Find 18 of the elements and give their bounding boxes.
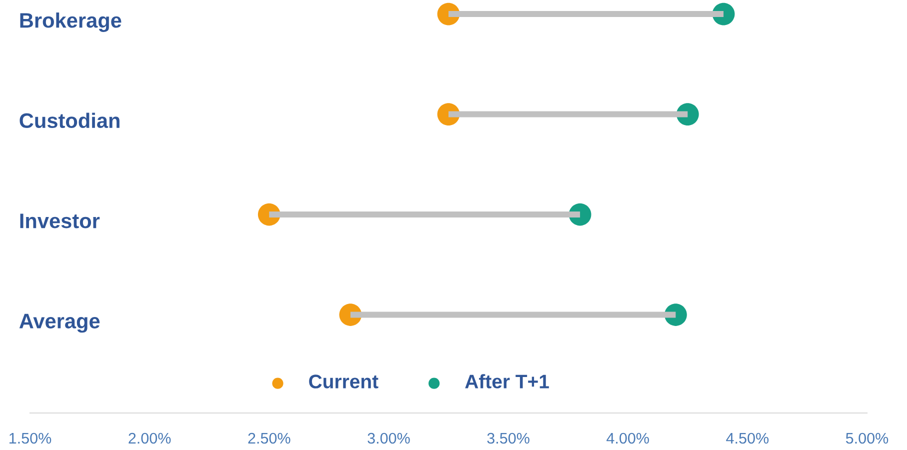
y-tick-label: Custodian <box>20 112 120 128</box>
x-tick-label: 3.00% <box>368 432 410 444</box>
bar <box>350 312 676 318</box>
legend-label: Current <box>309 374 378 388</box>
y-tick-label: Investor <box>20 214 100 228</box>
y-tick-label: Average <box>19 314 100 333</box>
x-tick-label: 3.50% <box>487 432 530 444</box>
x-tick-label: 5.00% <box>846 432 888 444</box>
legend-label: After T+1 <box>465 374 549 388</box>
bar <box>448 11 724 18</box>
x-tick-label: 4.50% <box>726 432 769 444</box>
x-tick-label: 4.00% <box>606 432 649 444</box>
x-tick-label: 1.50% <box>10 432 52 444</box>
x-tick-label: 2.00% <box>128 432 171 444</box>
bar <box>448 111 688 118</box>
x-tick-label: 2.50% <box>248 432 290 444</box>
y-tick-label: Brokerage <box>20 12 122 32</box>
bar <box>269 212 580 218</box>
